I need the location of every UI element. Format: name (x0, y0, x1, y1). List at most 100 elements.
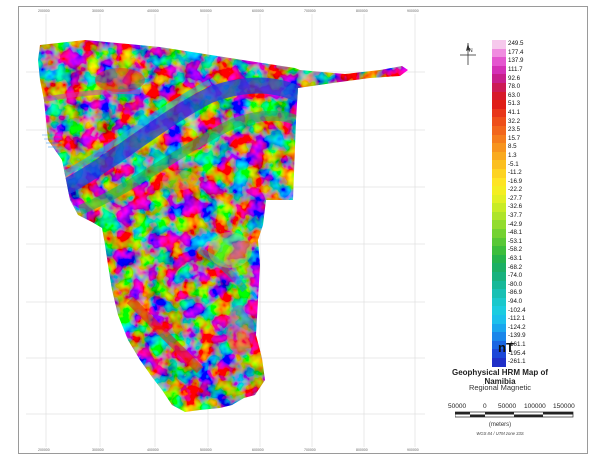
legend-swatch (492, 211, 506, 221)
legend-value: -5.1 (508, 160, 519, 168)
legend-value: -32.6 (508, 203, 523, 211)
legend-value: 23.5 (508, 126, 521, 134)
coastal-survey-lines (42, 134, 62, 148)
map-tick-labels: 200000 300000 400000 500000 600000 70000… (38, 9, 419, 452)
legend-row: -58.2 (492, 246, 536, 255)
legend-value: -102.4 (508, 306, 526, 314)
legend-row: -48.1 (492, 229, 536, 238)
svg-text:800000: 800000 (356, 9, 368, 13)
legend-value: -58.2 (508, 246, 523, 254)
legend-swatch (492, 306, 506, 315)
legend-row: -86.9 (492, 289, 536, 298)
svg-text:700000: 700000 (304, 448, 316, 452)
svg-text:700000: 700000 (304, 9, 316, 13)
svg-text:600000: 600000 (252, 448, 264, 452)
scale-label-2: 50000 (498, 403, 517, 410)
legend-swatch (492, 272, 506, 281)
svg-text:200000: 200000 (38, 448, 50, 452)
legend-swatch (492, 280, 506, 290)
legend-value: -68.2 (508, 263, 523, 271)
legend-row: -11.2 (492, 168, 536, 178)
legend-value: -37.7 (508, 212, 523, 220)
svg-text:400000: 400000 (147, 448, 159, 452)
legend-swatch (492, 91, 506, 101)
svg-text:300000: 300000 (92, 9, 104, 13)
legend-value: 249.5 (508, 40, 524, 48)
legend-row: 92.6 (492, 74, 536, 83)
legend-value: -112.1 (508, 315, 526, 323)
legend-row: -195.4 (492, 349, 536, 358)
legend-value: -11.2 (508, 169, 522, 177)
legend-swatch (492, 82, 506, 92)
legend-swatch (492, 74, 506, 83)
legend-row: -42.9 (492, 220, 536, 230)
scale-units: (meters) (488, 422, 512, 428)
legend-value: 8.5 (508, 143, 517, 151)
legend-row: 15.7 (492, 134, 536, 144)
legend-value: -22.2 (508, 186, 523, 194)
legend-swatch (492, 349, 506, 358)
legend-value: -16.9 (508, 177, 523, 185)
legend-swatch (492, 48, 506, 58)
scale-label-3: 100000 (524, 403, 546, 410)
legend-swatch (492, 125, 506, 135)
magnetic-anomaly-raster (38, 40, 408, 412)
legend-row: 249.5 (492, 40, 536, 49)
legend-row: 51.3 (492, 100, 536, 109)
legend-swatch (492, 65, 506, 75)
legend-row: 1.3 (492, 151, 536, 161)
svg-text:500000: 500000 (200, 448, 212, 452)
legend-swatch (492, 117, 506, 126)
legend-swatch (492, 40, 506, 49)
scale-bar (455, 411, 574, 418)
legend-unit: nT (498, 340, 514, 355)
legend-swatch (492, 297, 506, 307)
legend-swatch (492, 160, 506, 169)
legend-value: -74.0 (508, 272, 523, 280)
legend-swatch (492, 237, 506, 247)
legend-row: 23.5 (492, 125, 536, 135)
legend-value: 15.7 (508, 134, 521, 142)
legend-swatch (492, 108, 506, 118)
legend-swatch (492, 203, 506, 212)
legend-swatch (492, 315, 506, 324)
legend-row: -68.2 (492, 263, 536, 273)
legend-row: 32.2 (492, 117, 536, 126)
legend-row: -37.7 (492, 211, 536, 221)
legend-row: -112.1 (492, 315, 536, 324)
svg-text:600000: 600000 (252, 9, 264, 13)
legend-value: -27.7 (508, 194, 523, 202)
scale-label-0: 50000 (448, 403, 467, 410)
legend-value: -161.1 (508, 340, 526, 348)
legend-row: -74.0 (492, 272, 536, 281)
legend-swatch (492, 143, 506, 152)
legend-value: 32.2 (508, 117, 521, 125)
legend-row: -94.0 (492, 297, 536, 307)
legend-row: -22.2 (492, 186, 536, 195)
legend-row: 78.0 (492, 82, 536, 92)
svg-text:300000: 300000 (92, 448, 104, 452)
legend-swatch (492, 168, 506, 178)
legend-value: 41.1 (508, 108, 521, 116)
legend-swatch (492, 194, 506, 204)
legend-value: -94.0 (508, 298, 523, 305)
legend-row: -5.1 (492, 160, 536, 169)
legend-row: 63.0 (492, 91, 536, 101)
legend-swatch (492, 246, 506, 255)
legend-row: 177.4 (492, 48, 536, 58)
legend-swatch (492, 357, 506, 367)
legend-value: 92.6 (508, 74, 521, 82)
legend-row: 41.1 (492, 108, 536, 118)
svg-text:800000: 800000 (356, 448, 368, 452)
legend-row: -80.0 (492, 280, 536, 290)
legend-value: 137.9 (508, 57, 524, 65)
legend-swatch (492, 100, 506, 109)
legend-value: -195.4 (508, 349, 526, 357)
legend-row: -27.7 (492, 194, 536, 204)
north-arrow-icon: N (460, 43, 476, 65)
legend-row: -53.1 (492, 237, 536, 247)
legend-row: -16.9 (492, 177, 536, 187)
legend-value: -261.1 (508, 358, 526, 366)
legend-swatch (492, 332, 506, 341)
